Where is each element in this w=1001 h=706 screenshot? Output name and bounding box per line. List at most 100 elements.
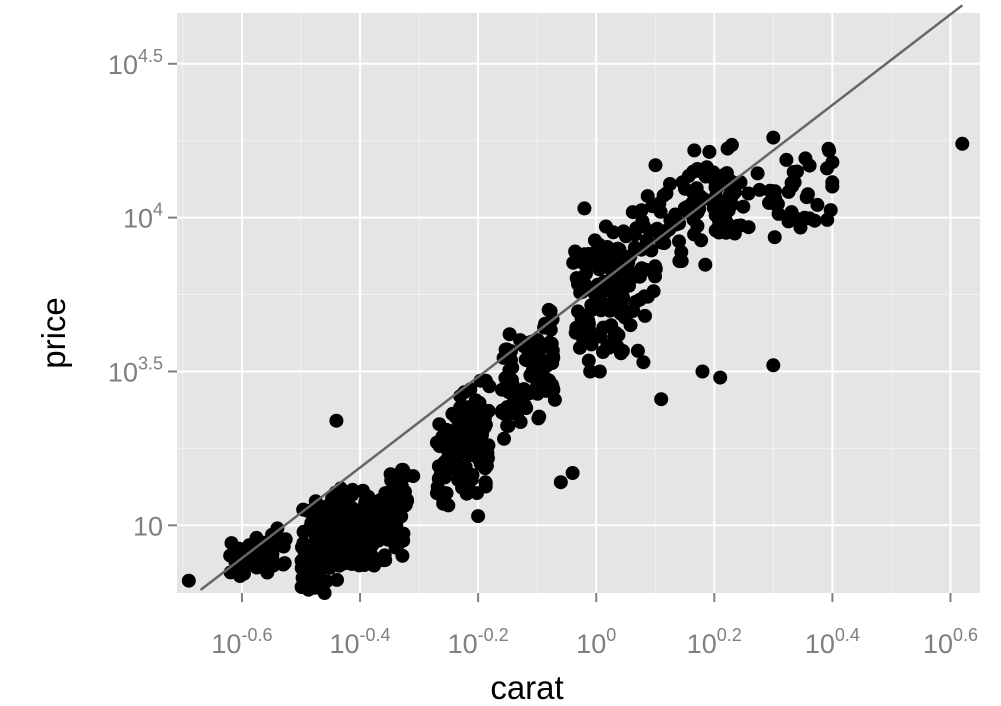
data-point: [513, 333, 528, 348]
data-point: [504, 353, 518, 368]
data-point: [249, 530, 264, 545]
data-point: [733, 175, 748, 190]
data-point: [575, 255, 589, 270]
data-point: [356, 483, 370, 498]
data-point: [577, 201, 592, 216]
data-point: [364, 548, 379, 563]
data-point: [601, 279, 616, 294]
data-point: [353, 537, 368, 552]
data-point: [436, 496, 451, 511]
data-point: [823, 203, 838, 218]
data-point: [353, 515, 368, 530]
data-point: [764, 184, 779, 198]
data-point: [654, 392, 669, 407]
data-point: [630, 343, 645, 358]
data-point: [438, 432, 452, 447]
data-point: [698, 169, 713, 184]
data-point: [652, 196, 667, 211]
data-point: [448, 459, 463, 474]
data-point: [636, 355, 651, 370]
data-point: [276, 539, 291, 554]
data-point: [478, 407, 493, 422]
data-point: [787, 175, 802, 190]
x-tick-label: 10-0.6: [211, 625, 272, 659]
data-point: [473, 456, 488, 471]
data-point: [784, 205, 799, 220]
data-point: [306, 517, 321, 532]
data-point: [807, 213, 822, 228]
data-point: [569, 271, 584, 286]
data-point: [790, 164, 804, 179]
data-point: [357, 558, 372, 572]
data-point: [344, 500, 359, 515]
data-point: [589, 297, 604, 312]
data-point: [602, 303, 617, 318]
data-point: [568, 244, 583, 259]
data-point: [573, 284, 588, 299]
data-point: [360, 525, 374, 540]
data-point: [513, 415, 528, 429]
data-point: [547, 392, 562, 407]
data-point: [608, 247, 623, 262]
y-tick-label: 104: [123, 200, 163, 234]
data-point: [542, 335, 557, 350]
data-point: [329, 413, 344, 428]
data-point: [532, 409, 547, 424]
x-tick-label: 100: [576, 625, 616, 659]
data-point: [613, 306, 628, 321]
data-point: [531, 349, 546, 363]
data-point: [344, 553, 359, 567]
data-point: [553, 475, 568, 490]
data-point: [708, 208, 723, 223]
data-point: [345, 487, 360, 502]
data-point: [378, 553, 393, 568]
data-point: [501, 404, 516, 419]
data-point: [586, 256, 600, 270]
data-point: [680, 204, 695, 219]
data-point: [766, 130, 781, 145]
data-point: [646, 284, 661, 299]
data-point: [317, 509, 332, 524]
data-point: [465, 468, 480, 482]
data-point: [406, 469, 421, 484]
data-point: [587, 330, 602, 345]
data-point: [472, 395, 487, 410]
data-point: [695, 364, 710, 379]
data-point: [452, 439, 467, 454]
data-point: [766, 358, 781, 373]
data-point: [522, 386, 537, 401]
data-point: [798, 151, 813, 166]
data-point: [638, 308, 652, 323]
x-tick-label: 10-0.2: [448, 625, 509, 659]
data-point: [396, 462, 411, 477]
fit-line-group: [199, 4, 964, 591]
data-point: [691, 190, 706, 204]
data-point: [821, 141, 836, 156]
data-point: [502, 327, 517, 342]
data-point: [574, 310, 589, 325]
data-point: [333, 494, 347, 509]
data-point: [319, 574, 334, 589]
data-point: [518, 352, 533, 367]
data-point: [770, 196, 785, 211]
data-point: [310, 540, 325, 555]
data-point: [825, 155, 840, 170]
data-point: [750, 166, 765, 181]
data-point: [625, 205, 640, 220]
data-point: [752, 182, 767, 197]
data-point: [330, 572, 344, 587]
data-point: [388, 478, 403, 493]
data-point: [581, 353, 596, 368]
data-point: [388, 525, 403, 540]
data-point: [713, 370, 728, 385]
data-point: [365, 497, 380, 511]
data-point: [624, 271, 639, 286]
data-point: [698, 257, 713, 272]
data-point: [733, 218, 748, 233]
data-point: [388, 540, 403, 555]
data-point: [545, 356, 560, 370]
data-point: [312, 551, 327, 566]
data-point: [296, 539, 311, 554]
data-point: [541, 302, 556, 317]
data-point: [501, 418, 516, 433]
